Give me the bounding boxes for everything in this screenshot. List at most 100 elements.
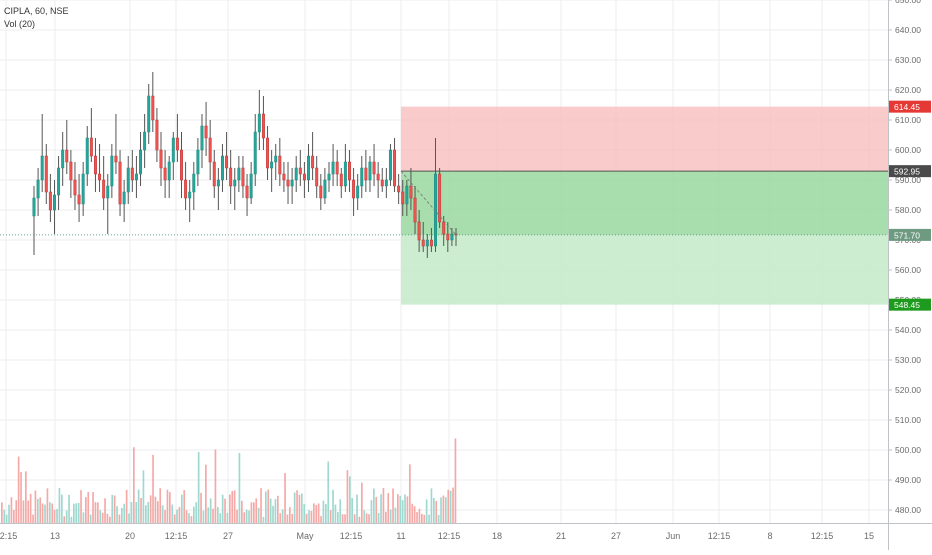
volume-bar: [337, 511, 339, 523]
volume-bar: [73, 503, 75, 523]
price-tick-label: 590.00: [895, 175, 921, 185]
target-zone[interactable]: [401, 234, 888, 305]
volume-bar: [320, 516, 322, 523]
target-badge-label: 548.45: [894, 300, 920, 310]
time-tick-label: 12:15: [0, 531, 17, 541]
candle-body: [401, 191, 405, 205]
position-zones[interactable]: [401, 106, 888, 305]
candle-body: [53, 194, 56, 211]
candle-body: [147, 95, 151, 133]
volume-bar: [241, 500, 243, 523]
candle-body: [175, 137, 179, 151]
volume-bar: [243, 512, 246, 523]
candle-body: [32, 197, 36, 217]
candle-body: [241, 167, 245, 187]
volume-bar: [365, 513, 368, 523]
volume-bar: [25, 471, 27, 523]
volume-bar: [418, 508, 421, 523]
volume-bar: [224, 498, 226, 523]
volume-bar: [421, 513, 423, 523]
candle-body: [171, 137, 175, 163]
volume-bar: [195, 502, 198, 523]
volume-bar: [435, 501, 438, 523]
volume-bar: [437, 515, 440, 523]
volume-bar: [37, 498, 39, 523]
volume-bar: [68, 494, 70, 523]
volume-bar: [183, 489, 186, 523]
volume-bar: [113, 495, 116, 523]
volume-bar: [188, 513, 190, 523]
volume-bar: [447, 489, 450, 523]
volume-bar: [404, 494, 406, 523]
volume-bar: [152, 454, 154, 523]
candle-body: [44, 155, 48, 193]
volume-bar: [3, 509, 6, 523]
candle-body: [139, 149, 143, 175]
volume-bar: [185, 510, 188, 523]
volume-bar: [125, 489, 128, 523]
candle-body: [368, 161, 372, 181]
volume-bar: [327, 461, 330, 523]
stop-loss-zone[interactable]: [401, 106, 888, 172]
price-tick-label: 510.00: [895, 415, 921, 425]
price-tick-label: 490.00: [895, 475, 921, 485]
candle-body: [302, 173, 306, 181]
volume-bar: [178, 507, 181, 523]
volume-bar: [130, 502, 133, 523]
volume-bar: [267, 489, 270, 523]
volume-bar: [339, 499, 342, 523]
volume-bar: [123, 503, 126, 523]
time-tick-label: 21: [556, 531, 566, 541]
candle-body: [188, 191, 192, 199]
time-tick-label: 11: [396, 531, 405, 541]
symbol-title[interactable]: CIPLA, 60, NSE: [4, 6, 69, 16]
volume-bar: [205, 464, 207, 523]
volume-bar: [284, 473, 286, 523]
volume-bar: [255, 498, 258, 523]
stop-loss-badge: [889, 100, 931, 113]
candle-body: [323, 179, 327, 199]
volume-bar: [353, 514, 356, 523]
volume-bar: [39, 497, 42, 523]
volume-bar: [80, 490, 82, 523]
candle-body: [229, 167, 233, 187]
target-badge: [889, 298, 931, 311]
volume-bar: [56, 508, 58, 523]
volume-bar: [128, 513, 130, 523]
candle-body: [143, 131, 147, 151]
volume-bar: [349, 476, 351, 523]
candle-body: [69, 161, 73, 181]
candle-body: [388, 149, 392, 181]
volume-bar: [217, 506, 219, 523]
volume-bar: [159, 488, 162, 523]
candle-body: [274, 155, 278, 163]
candle-body: [93, 155, 97, 175]
volume-bar: [423, 514, 426, 523]
candle-body: [421, 239, 425, 247]
volume-bar: [10, 497, 13, 523]
price-tick-label: 640.00: [895, 25, 921, 35]
candle-body: [405, 185, 409, 205]
volume-bar: [173, 514, 176, 523]
volume-bar: [303, 504, 306, 523]
volume-bar: [58, 487, 61, 523]
volume-bar: [440, 497, 442, 523]
volume-bar: [77, 502, 80, 523]
volume-bar: [166, 489, 169, 523]
volume-bar: [344, 514, 346, 523]
realized-profit-zone[interactable]: [401, 171, 888, 235]
volume-bar: [250, 502, 253, 523]
candle-body: [397, 185, 401, 193]
price-tick-label: 630.00: [895, 55, 921, 65]
volume-bar: [207, 507, 210, 523]
price-tick-label: 540.00: [895, 325, 921, 335]
candle-body: [48, 191, 52, 211]
price-tick-label: 600.00: [895, 145, 921, 155]
volume-indicator-label[interactable]: Vol (20): [4, 19, 36, 29]
volume-bar: [380, 494, 382, 523]
candle-body: [245, 185, 249, 199]
volume-bar: [8, 504, 10, 523]
